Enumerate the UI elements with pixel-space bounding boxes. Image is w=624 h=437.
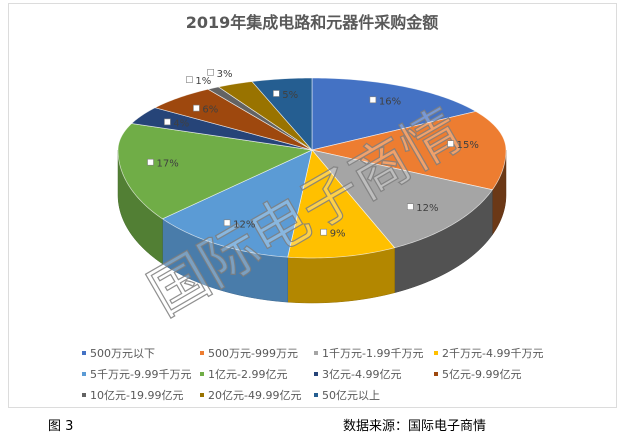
data-label-text: 12% [416, 203, 438, 214]
data-label-text: 1% [195, 76, 211, 87]
data-labels: 16% 15% 12% 9% 12% 17% 4% 6% 1% 3% 5% [147, 69, 479, 240]
legend-marker [434, 372, 438, 376]
legend-item-7: 3亿元-4.99亿元 [314, 368, 401, 381]
data-label-marker [193, 104, 200, 112]
pie-slice-2 [311, 111, 507, 191]
data-label-5: 12% [223, 219, 255, 230]
data-label-7: 4% [164, 118, 189, 129]
legend-item-8: 5亿元-9.99亿元 [434, 368, 521, 381]
pie-slice-1 [311, 77, 477, 151]
pie-slice-6 [117, 123, 314, 220]
data-label-text: 16% [379, 96, 401, 107]
pie-slices [117, 77, 507, 259]
data-label-marker [207, 69, 214, 76]
data-label-marker [186, 76, 193, 83]
data-label-text: 4% [173, 118, 189, 129]
legend-label: 500万元以下 [90, 347, 155, 360]
pie-slice-11 [251, 77, 313, 151]
pie-slice-4 [287, 149, 396, 259]
legend-label: 5千万元-9.99千万元 [90, 368, 191, 381]
legend-label: 50亿元以上 [322, 389, 380, 402]
legend-label: 20亿元-49.99亿元 [208, 389, 301, 402]
data-label-3: 12% [406, 203, 439, 214]
data-label-6: 17% [147, 158, 179, 170]
data-label-11: 5% [272, 90, 298, 101]
legend-item-2: 500万元-999万元 [200, 347, 298, 360]
legend-item-5: 5千万元-9.99千万元 [82, 368, 191, 381]
legend-marker [82, 351, 86, 355]
data-label-marker [272, 90, 280, 97]
data-label-marker [320, 228, 328, 236]
data-source: 数据来源：国际电子商情 [343, 419, 487, 434]
pie-slice-5 [161, 149, 313, 258]
legend-label: 3亿元-4.99亿元 [322, 368, 401, 381]
pie-slice-10 [217, 81, 313, 151]
pie-chart: 2019年集成电路和元器件采购金额 国际电子商情 16%15%12%9%12%1… [8, 3, 617, 408]
legend-marker [434, 351, 438, 355]
legend-marker [200, 372, 204, 376]
data-label-4: 9% [320, 228, 346, 240]
legend-item-11: 50亿元以上 [314, 389, 380, 402]
figure-caption: 图 3 数据来源：国际电子商情 [0, 413, 624, 435]
legend-item-1: 500万元以下 [82, 347, 155, 360]
data-label-text: 12% [233, 219, 255, 230]
legend-item-3: 1千万元-1.99千万元 [314, 347, 423, 360]
data-label-text: 6% [202, 105, 218, 116]
legend-label: 1千万元-1.99千万元 [322, 347, 423, 360]
legend-item-6: 1亿元-2.99亿元 [200, 368, 287, 381]
legend: 500万元以下 500万元-999万元 1千万元-1.99千万元 2千万元-4.99千… [82, 347, 543, 402]
data-label-1: 16% [369, 96, 401, 107]
legend-label: 500万元-999万元 [208, 347, 298, 360]
legend-label: 1亿元-2.99亿元 [208, 368, 287, 381]
data-label-text: 5% [282, 90, 298, 101]
pie-slice-3 [311, 149, 493, 249]
legend-item-10: 20亿元-49.99亿元 [200, 389, 301, 402]
legend-marker [314, 393, 318, 397]
legend-marker [82, 372, 86, 376]
data-label-2: 15% [447, 140, 479, 151]
data-label-marker [223, 219, 231, 227]
data-label-marker [147, 158, 154, 166]
data-label-marker [406, 203, 414, 210]
data-label-text: 17% [157, 159, 179, 170]
data-label-9: 1% [186, 76, 211, 87]
pie-slice-8 [154, 88, 313, 151]
data-label-10: 3% [207, 69, 233, 80]
data-label-text: 3% [217, 69, 233, 80]
legend-label: 5亿元-9.99亿元 [442, 368, 521, 381]
legend-item-4: 2千万元-4.99千万元 [434, 347, 543, 360]
legend-marker [82, 393, 86, 397]
data-label-text: 9% [330, 229, 346, 240]
legend-label: 10亿元-19.99亿元 [90, 389, 183, 402]
pie-slice-7 [130, 107, 313, 151]
data-label-marker [369, 96, 377, 104]
data-label-8: 6% [193, 105, 218, 116]
data-label-text: 15% [457, 140, 479, 151]
legend-marker [200, 393, 204, 397]
legend-item-9: 10亿元-19.99亿元 [82, 389, 183, 402]
legend-marker [200, 351, 204, 355]
legend-marker [314, 372, 318, 376]
legend-marker [314, 351, 318, 355]
data-label-marker [447, 140, 454, 147]
figure-label: 图 3 [48, 419, 74, 434]
chart-title: 2019年集成电路和元器件采购金额 [186, 13, 439, 32]
legend-label: 2千万元-4.99千万元 [442, 347, 543, 360]
data-label-marker [164, 118, 171, 126]
